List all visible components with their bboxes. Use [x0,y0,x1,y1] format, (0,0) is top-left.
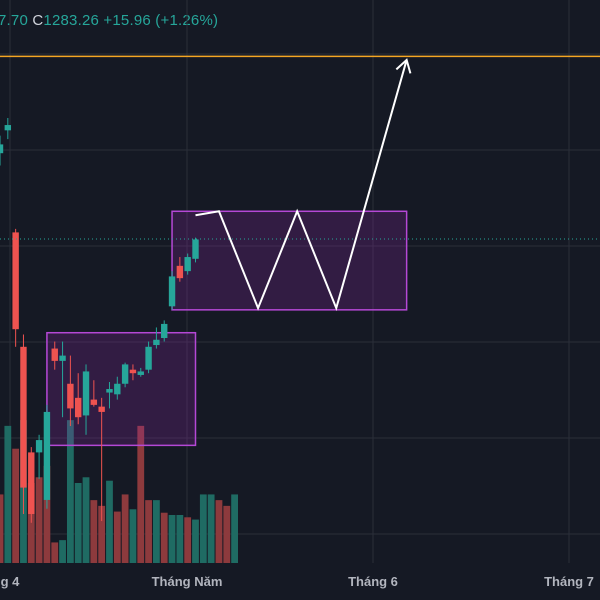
x-tick-label: g 4 [1,574,21,589]
candle-body [114,383,121,395]
candlesticks [0,118,199,523]
candle-body [75,397,82,418]
candle-body [82,371,90,416]
volume-bar [51,542,59,563]
candle-body [161,323,168,338]
volume-bar [35,477,43,563]
volume-bar [90,500,98,563]
candle-body [153,339,160,346]
candle-body [176,265,184,279]
candle-body [20,346,27,488]
x-tick-label: Tháng 7 [544,574,594,589]
volume-bar [223,505,231,563]
volume-bar [184,517,192,563]
volume-bar [27,483,35,563]
volume-bar [168,515,176,563]
close-label: C [32,12,44,29]
volume-bar [145,500,152,563]
volume-bar [231,494,238,563]
arrow-head-icon [395,58,412,74]
range-box [46,331,197,447]
annotation-lines[interactable] [0,55,600,312]
change-value: +15.96 [103,12,151,29]
candle-body [192,239,199,259]
volume-bar [137,425,145,563]
chart-grid [0,0,600,563]
volume-bar [192,519,199,563]
range-box [171,210,408,311]
candle-body [106,389,113,393]
volume-bar [153,500,160,563]
volume-bar [113,511,121,563]
candle-body [98,406,105,412]
prev-value: 7.70 [0,12,28,29]
x-tick-label: Tháng 6 [348,574,398,589]
volume-bar [199,494,207,563]
candle-body [43,411,51,500]
candle-body [129,369,137,374]
candle-body [67,383,74,409]
range-boxes[interactable] [46,210,408,447]
volume-bar [106,480,113,563]
candle-body [12,232,19,330]
candle-body [137,371,144,375]
volume-bar [215,500,223,563]
candle-body [35,440,43,453]
volume-bar [82,477,90,563]
volume-bar [74,483,82,563]
x-tick-label: Tháng Năm [152,574,223,589]
x-axis: g 4 Tháng Năm Tháng 6 Tháng 7 [1,574,594,589]
volume-bar [207,494,215,563]
candle-body [168,276,176,307]
candle-body [90,399,98,405]
volume-bar [121,494,129,563]
close-value: 1283.26 [43,12,100,29]
volume-bar [4,425,12,563]
volume-bar [129,509,137,563]
volume-bar [160,512,168,563]
candle-body [184,257,191,272]
volume-bar [12,448,20,563]
candle-body [51,348,58,361]
volume-bar [59,540,66,563]
projection-path [195,59,408,312]
volume-bar [98,505,106,563]
candle-body [4,125,12,131]
candle-body [121,364,129,384]
volume-bar [66,420,74,563]
volume-bar [176,515,184,563]
volume-bar [43,465,51,563]
candle-body [0,144,4,154]
candle-body [59,355,66,361]
volume-bar [0,494,4,563]
candle-body [28,452,35,514]
candle-body [145,346,152,370]
